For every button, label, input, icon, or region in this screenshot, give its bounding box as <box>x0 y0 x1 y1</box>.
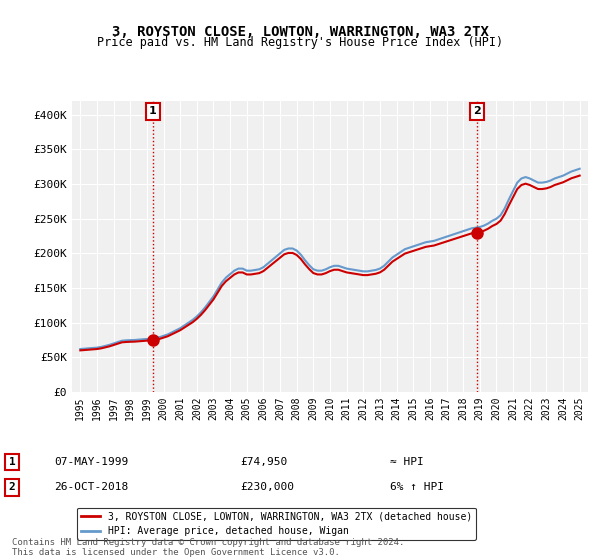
Text: 1: 1 <box>149 106 157 116</box>
Text: Price paid vs. HM Land Registry's House Price Index (HPI): Price paid vs. HM Land Registry's House … <box>97 36 503 49</box>
Text: £230,000: £230,000 <box>240 482 294 492</box>
Text: 2: 2 <box>473 106 481 116</box>
Text: 1: 1 <box>8 457 16 467</box>
Text: 2: 2 <box>8 482 16 492</box>
Text: 26-OCT-2018: 26-OCT-2018 <box>54 482 128 492</box>
Text: £74,950: £74,950 <box>240 457 287 467</box>
Text: Contains HM Land Registry data © Crown copyright and database right 2024.
This d: Contains HM Land Registry data © Crown c… <box>12 538 404 557</box>
Text: 07-MAY-1999: 07-MAY-1999 <box>54 457 128 467</box>
Legend: 3, ROYSTON CLOSE, LOWTON, WARRINGTON, WA3 2TX (detached house), HPI: Average pri: 3, ROYSTON CLOSE, LOWTON, WARRINGTON, WA… <box>77 507 476 540</box>
Text: 6% ↑ HPI: 6% ↑ HPI <box>390 482 444 492</box>
Text: 3, ROYSTON CLOSE, LOWTON, WARRINGTON, WA3 2TX: 3, ROYSTON CLOSE, LOWTON, WARRINGTON, WA… <box>112 25 488 39</box>
Text: ≈ HPI: ≈ HPI <box>390 457 424 467</box>
